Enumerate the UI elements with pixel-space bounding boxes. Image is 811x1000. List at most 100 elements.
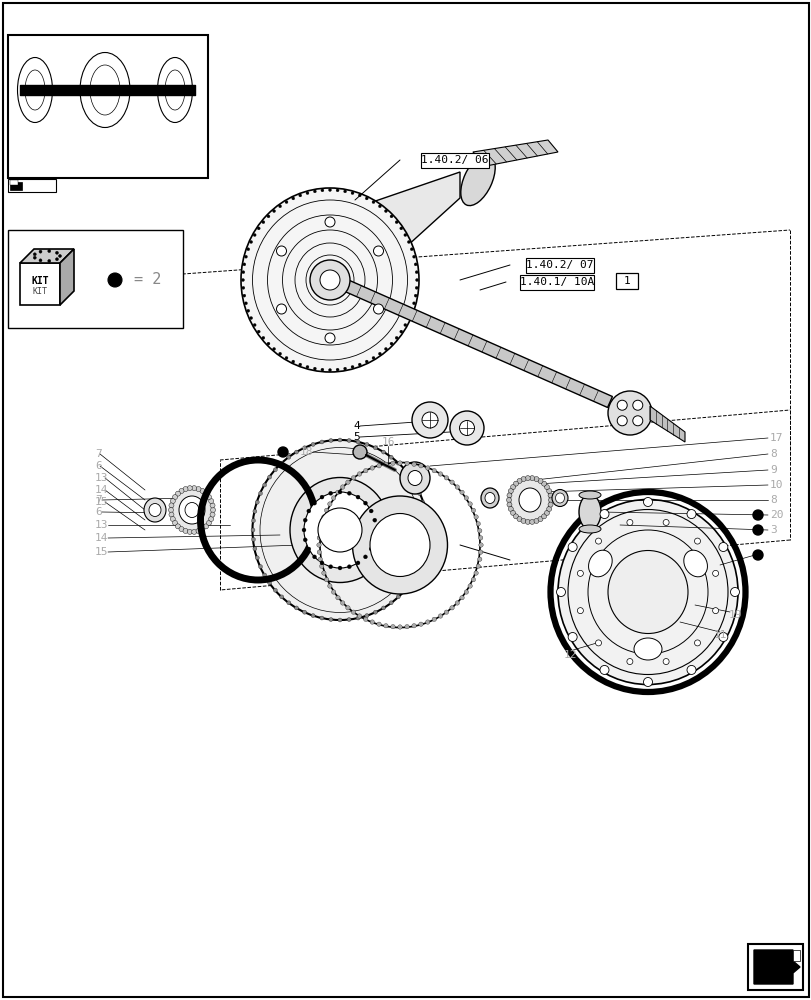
Circle shape [317, 536, 321, 540]
Polygon shape [20, 263, 60, 305]
Circle shape [405, 624, 409, 629]
Circle shape [311, 442, 315, 446]
Ellipse shape [557, 499, 737, 684]
Text: 15: 15 [95, 547, 109, 557]
Circle shape [431, 468, 436, 473]
Circle shape [33, 256, 36, 259]
Circle shape [568, 632, 577, 642]
Circle shape [399, 330, 402, 333]
Circle shape [525, 519, 530, 524]
Text: 5: 5 [353, 432, 359, 442]
Circle shape [249, 240, 252, 243]
Circle shape [372, 518, 376, 522]
Circle shape [357, 614, 361, 618]
Circle shape [351, 476, 355, 480]
Circle shape [626, 659, 632, 665]
Text: 15: 15 [95, 497, 109, 507]
Text: 14: 14 [95, 533, 109, 543]
Circle shape [538, 478, 543, 483]
Circle shape [547, 502, 552, 507]
Circle shape [242, 271, 245, 274]
Circle shape [616, 416, 626, 426]
Text: 13: 13 [95, 473, 109, 483]
Circle shape [306, 192, 309, 195]
Circle shape [328, 584, 332, 588]
Circle shape [384, 210, 387, 213]
Text: 17: 17 [769, 433, 783, 443]
Circle shape [477, 529, 482, 533]
Circle shape [200, 488, 204, 493]
Circle shape [477, 557, 482, 561]
Circle shape [402, 468, 406, 472]
Circle shape [373, 304, 383, 314]
Polygon shape [649, 406, 684, 442]
Circle shape [294, 606, 298, 610]
Circle shape [693, 538, 700, 544]
Circle shape [390, 624, 395, 629]
Circle shape [303, 518, 307, 522]
Text: 1.40.2/ 07: 1.40.2/ 07 [526, 260, 593, 270]
Circle shape [210, 508, 215, 512]
Text: 1: 1 [623, 276, 629, 286]
Circle shape [253, 233, 255, 236]
Text: 3: 3 [769, 525, 776, 535]
Bar [520, 274, 593, 290]
Circle shape [331, 590, 336, 594]
Ellipse shape [303, 492, 375, 568]
Circle shape [513, 481, 517, 486]
Circle shape [298, 363, 302, 366]
Circle shape [261, 336, 264, 339]
Circle shape [417, 491, 421, 495]
Ellipse shape [252, 440, 427, 620]
Ellipse shape [449, 411, 483, 445]
Circle shape [347, 491, 351, 495]
Circle shape [459, 596, 464, 600]
Circle shape [467, 502, 472, 506]
Circle shape [268, 475, 272, 479]
Circle shape [438, 472, 442, 476]
Polygon shape [792, 950, 799, 961]
Circle shape [364, 442, 368, 446]
Circle shape [370, 466, 374, 470]
Circle shape [253, 324, 255, 326]
Polygon shape [320, 172, 460, 325]
Circle shape [172, 520, 178, 525]
Circle shape [358, 194, 361, 197]
Circle shape [403, 324, 406, 326]
Circle shape [556, 587, 564, 596]
Circle shape [363, 617, 367, 622]
Circle shape [411, 462, 416, 466]
Text: 4: 4 [353, 421, 359, 431]
Circle shape [358, 363, 361, 366]
Circle shape [178, 527, 184, 532]
Circle shape [355, 561, 359, 565]
Circle shape [363, 555, 367, 559]
Text: KIT: KIT [32, 288, 47, 296]
Circle shape [169, 508, 174, 512]
Ellipse shape [90, 65, 120, 115]
Circle shape [474, 571, 478, 575]
Circle shape [459, 490, 464, 494]
Ellipse shape [148, 504, 161, 516]
Text: 20: 20 [769, 510, 783, 520]
Circle shape [752, 510, 762, 520]
Circle shape [357, 472, 361, 476]
Circle shape [632, 416, 642, 426]
Ellipse shape [588, 550, 611, 577]
Circle shape [395, 221, 397, 224]
Ellipse shape [407, 471, 422, 486]
Circle shape [335, 490, 340, 494]
Circle shape [286, 601, 290, 605]
Circle shape [251, 528, 255, 532]
Text: 9: 9 [769, 465, 776, 475]
Circle shape [320, 561, 324, 565]
Circle shape [378, 205, 381, 208]
Circle shape [285, 201, 288, 204]
Circle shape [478, 536, 483, 540]
Text: = 2: = 2 [134, 272, 161, 288]
Circle shape [412, 255, 415, 258]
Ellipse shape [353, 445, 367, 459]
Circle shape [506, 493, 511, 498]
Circle shape [303, 538, 307, 542]
Circle shape [320, 495, 324, 499]
